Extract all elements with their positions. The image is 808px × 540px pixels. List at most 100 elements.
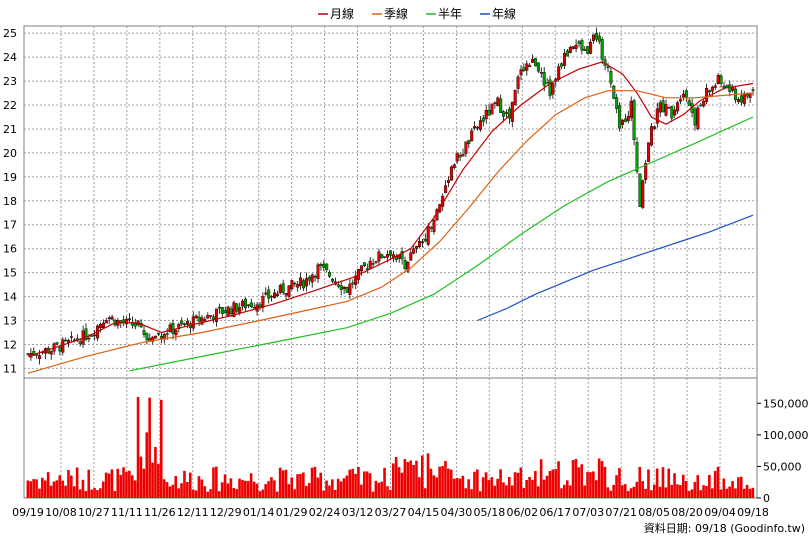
candle-body	[664, 104, 668, 116]
candle-body	[461, 154, 465, 157]
volume-bar	[325, 480, 328, 498]
candle-body	[731, 87, 735, 91]
candle-body	[84, 328, 88, 340]
candle-body	[467, 140, 471, 145]
candle-body	[600, 39, 604, 60]
volume-bar	[600, 461, 604, 498]
volume-bar	[319, 472, 323, 498]
candle-body	[586, 46, 590, 54]
candle-body	[493, 102, 497, 104]
candle-body	[464, 141, 468, 154]
volume-bar	[339, 481, 343, 498]
candle-body	[499, 98, 503, 113]
volume-bar	[191, 489, 195, 498]
volume-bar	[142, 468, 146, 498]
candle-body	[32, 351, 36, 356]
candle-body	[737, 99, 741, 102]
candle-body	[455, 152, 459, 162]
volume-bar	[713, 470, 717, 498]
volume-bar	[473, 471, 476, 498]
volume-bar	[365, 471, 369, 498]
volume-bar	[455, 477, 459, 498]
volume-bar	[589, 472, 592, 498]
volume-bar	[571, 460, 575, 498]
volume-bar	[125, 471, 128, 498]
candle-body	[592, 34, 596, 42]
candle-body	[226, 306, 230, 317]
volume-bar	[470, 489, 473, 498]
candle-body	[93, 334, 97, 337]
volume-tick-label: 50,000	[763, 460, 802, 473]
volume-bar	[400, 472, 404, 498]
volume-bar	[299, 473, 302, 498]
candle-body	[502, 111, 506, 117]
volume-bar	[748, 488, 752, 498]
candle-body	[513, 89, 517, 106]
volume-bar	[171, 484, 175, 498]
candle-body	[696, 107, 700, 129]
volume-bar	[145, 432, 149, 498]
volume-bar	[652, 484, 656, 498]
volume-bar	[586, 471, 589, 498]
volume-bar	[415, 460, 418, 498]
candle-body	[101, 322, 105, 328]
candle-body	[183, 323, 187, 325]
volume-bar	[281, 470, 285, 498]
candle-body	[307, 276, 311, 281]
volume-bar	[641, 481, 644, 498]
candle-body	[325, 263, 329, 270]
volume-bar	[519, 467, 523, 498]
price-axis: 11 12 13 14 15 16 17 18 19 20 21 22 23 24 25	[3, 27, 17, 375]
volume-bar	[278, 467, 282, 498]
candle-body	[621, 119, 625, 125]
volume-bar	[739, 476, 743, 498]
volume-bar	[249, 473, 253, 498]
ma-half-year-line	[129, 116, 754, 372]
volume-bar	[429, 468, 433, 498]
volume-bar	[122, 467, 125, 498]
volume-bar	[679, 485, 682, 498]
volume-bar	[32, 479, 35, 498]
candle-body	[151, 336, 155, 342]
volume-bar	[705, 485, 708, 498]
volume-bar	[510, 485, 514, 498]
candle-body	[699, 104, 703, 107]
volume-bar	[174, 476, 178, 498]
candle-body	[548, 79, 552, 97]
candle-body	[429, 227, 433, 229]
candle-body	[127, 318, 131, 320]
volume-bar	[107, 473, 111, 498]
volume-bar	[725, 488, 729, 498]
date-tick-label: 05/18	[474, 506, 506, 519]
candle-body	[214, 308, 218, 322]
candle-body	[623, 118, 627, 122]
candle-body	[702, 100, 706, 107]
candle-body	[684, 90, 688, 98]
candle-body	[594, 32, 598, 40]
date-tick-label: 09/19	[12, 506, 44, 519]
volume-bar	[93, 488, 96, 498]
volume-bar	[200, 479, 204, 498]
volume-bar	[284, 469, 288, 498]
volume-bar	[380, 481, 383, 498]
candle-body	[505, 112, 509, 114]
candle-body	[229, 308, 233, 315]
volume-bar	[331, 479, 334, 498]
candle-body	[406, 261, 410, 272]
candle-body	[78, 341, 82, 345]
volume-bar	[90, 489, 93, 498]
moving-average-lines	[27, 61, 754, 374]
candle-body	[679, 99, 683, 102]
candle-body	[577, 41, 581, 44]
volume-bar	[542, 479, 546, 498]
candle-body	[693, 108, 697, 126]
candle-body	[449, 166, 453, 181]
volume-bar	[406, 462, 410, 498]
volume-bar	[333, 489, 337, 498]
candle-body	[638, 173, 642, 207]
candle-body	[185, 321, 189, 325]
volume-bar	[708, 474, 711, 498]
date-tick-label: 07/21	[605, 506, 637, 519]
volume-bar	[658, 486, 662, 498]
volume-bar	[186, 481, 189, 498]
